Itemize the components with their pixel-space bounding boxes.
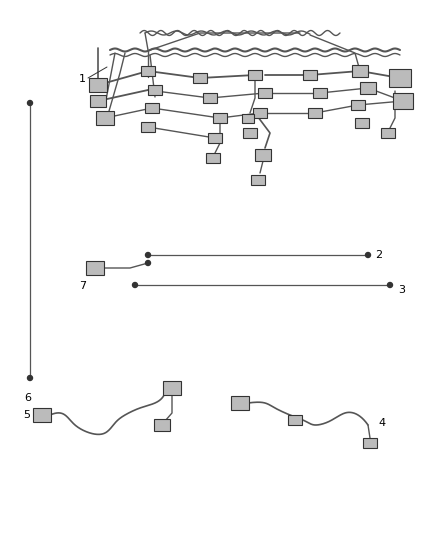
Circle shape <box>145 253 151 257</box>
Bar <box>86 261 104 275</box>
Bar <box>89 78 107 92</box>
Text: 4: 4 <box>378 418 385 428</box>
Bar <box>242 114 254 123</box>
Bar <box>352 65 368 77</box>
Bar <box>308 108 322 118</box>
Bar <box>248 70 262 80</box>
Text: 7: 7 <box>79 281 87 291</box>
Bar <box>163 381 181 395</box>
Bar <box>258 88 272 98</box>
Bar <box>381 128 395 138</box>
Bar <box>389 69 411 87</box>
Circle shape <box>28 101 32 106</box>
Text: 5: 5 <box>23 410 30 420</box>
Circle shape <box>388 282 392 287</box>
Bar <box>213 113 227 123</box>
Bar <box>145 103 159 113</box>
Text: 6: 6 <box>25 393 32 403</box>
Bar <box>255 149 271 161</box>
Text: 1: 1 <box>79 74 86 84</box>
Bar <box>96 111 114 125</box>
Bar <box>208 133 222 143</box>
Bar <box>206 153 220 163</box>
Bar <box>360 82 376 94</box>
Bar <box>393 93 413 109</box>
Bar <box>193 73 207 83</box>
Bar <box>253 108 267 118</box>
Bar <box>148 85 162 95</box>
Bar <box>141 122 155 132</box>
Bar <box>355 118 369 128</box>
Bar <box>351 100 365 110</box>
Bar <box>303 70 317 80</box>
Bar <box>33 408 51 422</box>
Text: 2: 2 <box>375 250 382 260</box>
Circle shape <box>145 261 151 265</box>
Bar <box>90 95 106 107</box>
Bar <box>154 419 170 431</box>
Bar <box>251 175 265 185</box>
Circle shape <box>28 376 32 381</box>
Bar <box>203 93 217 103</box>
Bar <box>231 396 249 410</box>
Bar <box>141 66 155 76</box>
Text: 3: 3 <box>398 285 405 295</box>
Circle shape <box>365 253 371 257</box>
Circle shape <box>133 282 138 287</box>
Bar <box>243 128 257 138</box>
Bar <box>288 415 302 425</box>
Bar <box>363 438 377 448</box>
Bar <box>313 88 327 98</box>
